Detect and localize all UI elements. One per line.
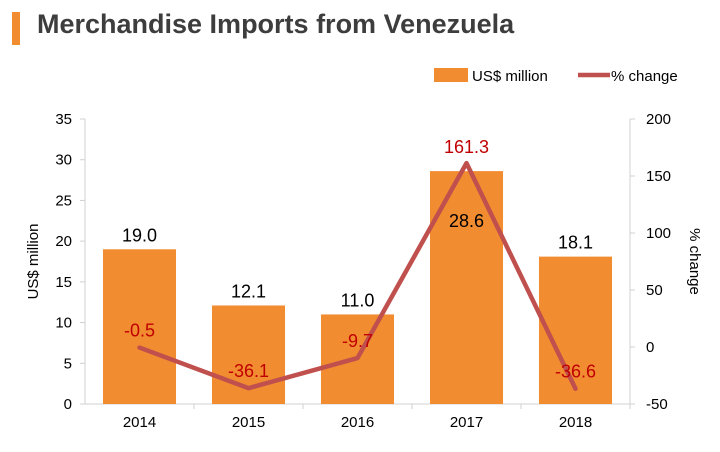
x-tick-label: 2018 bbox=[559, 414, 592, 431]
x-tick-label: 2014 bbox=[123, 414, 156, 431]
y-tick-label-left: 30 bbox=[55, 152, 72, 169]
y-tick-label-right: 50 bbox=[646, 282, 663, 299]
y-tick-label-left: 35 bbox=[55, 111, 72, 128]
x-tick-label: 2015 bbox=[232, 414, 265, 431]
bar-data-label: 12.1 bbox=[231, 281, 266, 301]
title-accent-bar bbox=[12, 12, 20, 45]
y-tick-label-right: -50 bbox=[646, 396, 668, 413]
y-tick-label-right: 100 bbox=[646, 225, 671, 242]
line-series bbox=[137, 160, 578, 391]
bar-data-label: 28.6 bbox=[449, 211, 484, 231]
x-tick-label: 2017 bbox=[450, 414, 483, 431]
y-tick-label-left: 0 bbox=[64, 396, 72, 413]
y-tick-label-right: 0 bbox=[646, 339, 654, 356]
y-tick-label-left: 25 bbox=[55, 192, 72, 209]
y-tick-label-left: 10 bbox=[55, 315, 72, 332]
y-tick-label-left: 15 bbox=[55, 274, 72, 291]
legend-swatch-bar bbox=[434, 68, 468, 82]
line-data-label: -0.5 bbox=[124, 321, 155, 341]
bar bbox=[102, 249, 177, 404]
legend-label-line: % change bbox=[611, 68, 678, 85]
line-data-label: -36.1 bbox=[228, 361, 269, 381]
y-tick-label-right: 150 bbox=[646, 168, 671, 185]
y-axis-title-left: US$ million bbox=[25, 224, 42, 300]
y-tick-label-left: 20 bbox=[55, 233, 72, 250]
x-tick-label: 2016 bbox=[341, 414, 374, 431]
bar-data-label: 19.0 bbox=[122, 225, 157, 245]
bar-data-label: 11.0 bbox=[341, 290, 375, 310]
bar-data-label: 18.1 bbox=[558, 233, 593, 253]
line-data-label: -9.7 bbox=[342, 331, 373, 351]
line-data-label: 161.3 bbox=[444, 137, 489, 157]
y-tick-label-right: 200 bbox=[646, 111, 671, 128]
bar bbox=[538, 256, 613, 404]
y-tick-label-left: 5 bbox=[64, 355, 72, 372]
y-axis-title-right: % change bbox=[686, 228, 703, 295]
legend-label-bar: US$ million bbox=[472, 68, 548, 85]
line-data-label: -36.6 bbox=[555, 362, 596, 382]
chart-title: Merchandise Imports from Venezuela bbox=[37, 9, 515, 39]
